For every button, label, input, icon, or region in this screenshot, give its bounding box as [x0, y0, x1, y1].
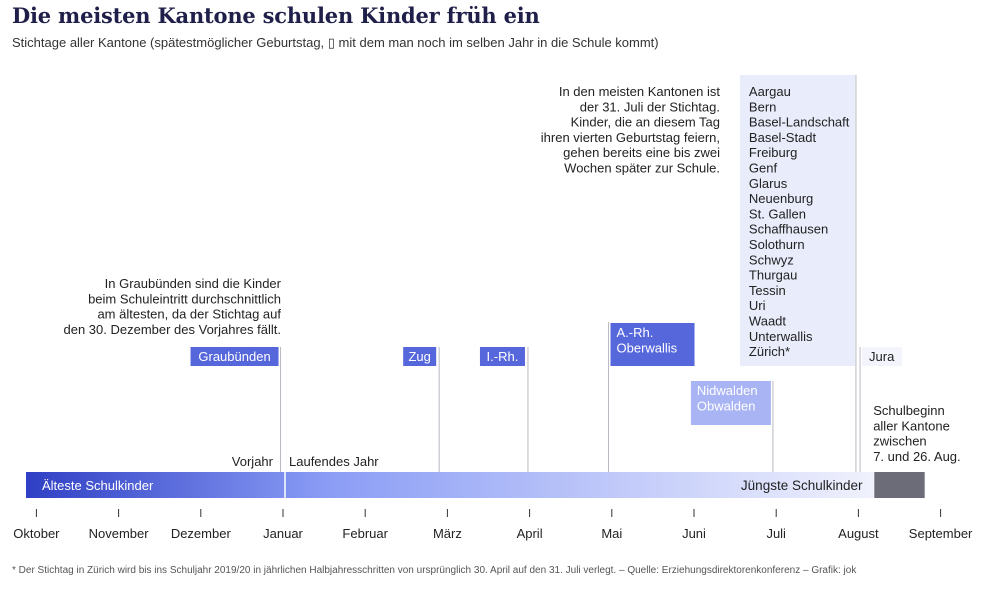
canton-irh-label: I.-Rh.	[487, 349, 519, 364]
canton-juli-label: Uri	[749, 298, 766, 313]
annotation-graubuenden-line: beim Schuleintritt durchschnittlich	[88, 291, 281, 306]
x-tick-label: August	[838, 526, 879, 541]
x-tick-label: April	[517, 526, 543, 541]
footnote: * Der Stichtag in Zürich wird bis ins Sc…	[12, 565, 857, 576]
x-tick-label: Oktober	[13, 526, 60, 541]
canton-zug-label: Zug	[408, 349, 430, 364]
canton-juli-label: Thurgau	[749, 268, 797, 283]
annotation-juli-line: ihren vierten Geburtstag feiern,	[541, 130, 720, 145]
canton-graubuenden-box	[190, 347, 279, 366]
canton-ar-oberwallis-label: Oberwallis	[617, 341, 678, 356]
canton-juli-label: Schaffhausen	[749, 222, 828, 237]
previous-year-label: Vorjahr	[232, 454, 274, 469]
canton-zug-box	[403, 347, 437, 366]
canton-nid-obwalden-label: Nidwalden	[697, 383, 758, 398]
age-bar	[26, 472, 884, 498]
annotation-graubuenden-line: den 30. Dezember des Vorjahres fällt.	[63, 322, 281, 337]
canton-juli-label: Basel-Landschaft	[749, 115, 850, 130]
canton-ar-oberwallis-label: A.-Rh.	[617, 325, 654, 340]
x-tick-label: Juli	[766, 526, 786, 541]
oldest-label: Älteste Schulkinder	[42, 478, 154, 493]
youngest-label: Jüngste Schulkinder	[741, 478, 863, 493]
annotation-school-start-line: 7. und 26. Aug.	[873, 449, 960, 464]
canton-jura-box	[862, 347, 903, 366]
annotation-juli-line: In den meisten Kantonen ist	[559, 84, 721, 99]
canton-juli-label: Unterwallis	[749, 329, 813, 344]
canton-juli-label: Waadt	[749, 314, 786, 329]
annotation-school-start-line: Schulbeginn	[873, 403, 945, 418]
canton-jura-label: Jura	[869, 349, 895, 364]
x-tick-label: Dezember	[171, 526, 232, 541]
annotation-school-start-line: zwischen	[873, 434, 926, 449]
canton-graubuenden-label: Graubünden	[198, 349, 270, 364]
annotation-graubuenden-line: In Graubünden sind die Kinder	[105, 276, 282, 291]
x-tick-label: Februar	[342, 526, 388, 541]
current-year-label: Laufendes Jahr	[289, 454, 379, 469]
chart-title: Die meisten Kantone schulen Kinder früh …	[12, 3, 540, 28]
canton-juli-label: Basel-Stadt	[749, 130, 817, 145]
canton-juli-label: Aargau	[749, 84, 791, 99]
canton-juli-label: Genf	[749, 161, 778, 176]
canton-ar-oberwallis-box	[610, 323, 695, 366]
canton-nid-obwalden-box	[690, 381, 771, 425]
canton-juli-label: Tessin	[749, 283, 786, 298]
canton-juli-label: Neuenburg	[749, 191, 813, 206]
x-tick-label: November	[89, 526, 150, 541]
x-tick-label: September	[909, 526, 973, 541]
x-tick-label: Mai	[601, 526, 622, 541]
canton-juli-box	[739, 75, 855, 366]
canton-juli-label: Solothurn	[749, 237, 805, 252]
school-start-bar	[874, 472, 925, 498]
annotation-juli-line: gehen bereits eine bis zwei	[563, 145, 720, 160]
annotation-juli-line: Kinder, die an diesem Tag	[571, 115, 720, 130]
canton-juli-label: Freiburg	[749, 145, 797, 160]
canton-juli-label: Zürich*	[749, 344, 790, 359]
canton-juli-label: Bern	[749, 99, 776, 114]
chart-subtitle: Stichtage aller Kantone (spätestmögliche…	[12, 35, 659, 50]
annotation-graubuenden-line: am ältesten, da der Stichtag auf	[97, 307, 281, 322]
canton-nid-obwalden-label: Obwalden	[697, 399, 756, 414]
canton-juli-label: Schwyz	[749, 252, 794, 267]
x-tick-label: Januar	[263, 526, 303, 541]
annotation-school-start-line: aller Kantone	[873, 418, 950, 433]
canton-juli-label: St. Gallen	[749, 206, 806, 221]
x-tick-label: März	[433, 526, 462, 541]
annotation-juli-line: Wochen später zur Schule.	[564, 161, 720, 176]
canton-irh-box	[479, 347, 525, 366]
x-tick-label: Juni	[682, 526, 706, 541]
annotation-juli-line: der 31. Juli der Stichtag.	[580, 99, 720, 114]
canton-juli-label: Glarus	[749, 176, 788, 191]
